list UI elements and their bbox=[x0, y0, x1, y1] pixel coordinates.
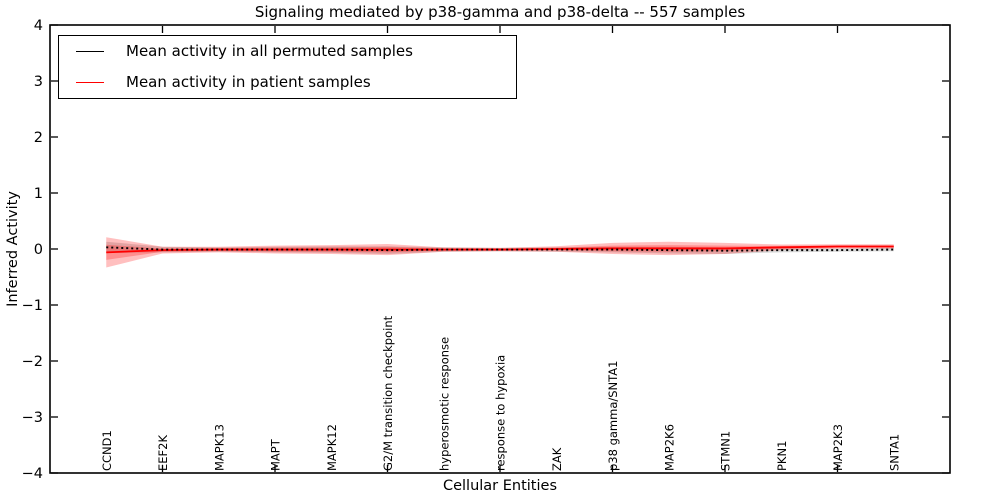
y-tick-label: 0 bbox=[34, 242, 43, 258]
legend-entry: Mean activity in all permuted samples bbox=[59, 36, 516, 67]
patient-std-band bbox=[106, 237, 894, 268]
x-entity-label: response to hypoxia bbox=[494, 355, 508, 471]
x-entity-label: G2/M transition checkpoint bbox=[381, 315, 395, 471]
x-entity-label: CCND1 bbox=[100, 430, 114, 471]
x-entity-label: EEF2K bbox=[156, 435, 170, 471]
permuted-mean-line bbox=[106, 246, 894, 252]
x-entity-label: ZAK bbox=[550, 447, 564, 471]
chart-title: Signaling mediated by p38-gamma and p38-… bbox=[254, 3, 746, 21]
y-axis-label: Inferred Activity bbox=[5, 191, 21, 307]
y-tick-label: 1 bbox=[34, 186, 43, 202]
x-entity-label: STMN1 bbox=[719, 431, 733, 471]
x-entity-label: SNTA1 bbox=[887, 434, 901, 471]
x-entity-label: MAPK12 bbox=[325, 424, 339, 471]
x-entity-label: p38 gamma/SNTA1 bbox=[606, 361, 620, 471]
x-entity-label: PKN1 bbox=[775, 441, 789, 471]
plot-border bbox=[49, 24, 951, 474]
x-entity-label: MAPK13 bbox=[212, 424, 226, 471]
y-tick-label: −3 bbox=[22, 410, 43, 426]
x-entity-label: hyperosmotic response bbox=[437, 337, 451, 471]
x-entity-label: MAP2K6 bbox=[662, 424, 676, 471]
y-tick-label: −4 bbox=[22, 466, 43, 482]
y-tick-label: −1 bbox=[22, 298, 43, 314]
legend-line-black-icon bbox=[76, 51, 104, 52]
y-tick-label: 2 bbox=[34, 130, 43, 146]
legend-entry: Mean activity in patient samples bbox=[59, 67, 516, 98]
legend-label: Mean activity in all permuted samples bbox=[126, 42, 413, 60]
legend: Mean activity in all permuted samples Me… bbox=[58, 35, 517, 99]
legend-label: Mean activity in patient samples bbox=[126, 73, 371, 91]
x-entity-label: MAP2K3 bbox=[831, 424, 845, 471]
y-tick-label: −2 bbox=[22, 354, 43, 370]
y-tick-label: 3 bbox=[34, 74, 43, 90]
y-tick-label: 4 bbox=[34, 18, 43, 34]
x-axis-label: Cellular Entities bbox=[442, 478, 558, 494]
legend-line-red-icon bbox=[76, 82, 104, 83]
x-entity-label: MAPT bbox=[269, 438, 283, 471]
